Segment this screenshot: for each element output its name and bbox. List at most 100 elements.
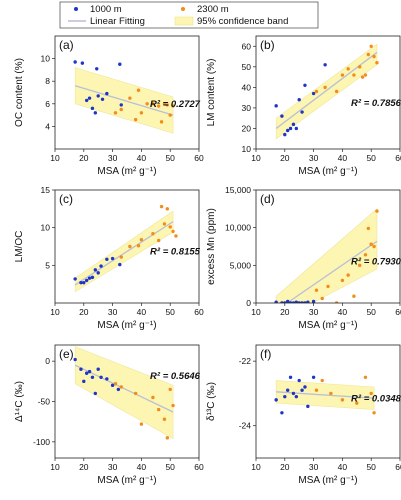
point-2300m [355,401,359,405]
point-1000m [96,94,100,98]
point-2300m [363,375,368,379]
point-1000m [294,300,299,303]
point-1000m [96,367,100,371]
point-1000m [110,383,115,388]
x-tick-label: 60 [395,462,401,472]
point-1000m [93,111,98,115]
point-2300m [168,387,172,392]
r-squared-label: R² = 0.8155 [150,246,201,257]
y-tick-label: -22 [239,356,252,366]
point-2300m [360,75,365,79]
point-1000m [99,264,103,268]
point-2300m [139,111,144,115]
x-tick-label: 40 [338,153,348,163]
point-2300m [165,103,170,107]
legend-marker [181,7,185,11]
panel-a: 10 20 30 40 50 60 4 6 8 10 (a) R² = 0.2727 MSA (m² g… [14,35,204,177]
axes-frame [255,344,401,459]
y-tick-label: 20 [242,123,252,133]
fit-line [285,240,378,303]
x-tick-label: 40 [137,462,147,472]
panel-e: 10 20 30 40 50 60 -100 -50 0 (e) R² = 0.5646 MSA (m… [14,344,204,486]
point-1000m [73,60,77,64]
point-1000m [297,97,301,102]
point-1000m [87,369,92,374]
point-2300m [375,61,379,65]
point-1000m [323,63,327,67]
point-1000m [116,387,121,392]
point-2300m [340,73,345,77]
point-1000m [90,106,95,111]
axes-frame [255,35,401,150]
point-1000m [311,91,316,96]
point-2300m [168,113,172,117]
legend-marker [74,7,78,11]
confidence-band [74,346,174,440]
point-1000m [283,301,287,303]
y-tick-label: 5,000 [230,260,252,270]
plot-area [274,43,379,140]
x-axis-label: MSA (m² g⁻¹) [298,166,357,177]
r-squared-label: R² = 0.7930 [351,257,401,268]
x-axis-label: MSA (m² g⁻¹) [97,475,156,486]
x-tick-label: 60 [194,153,204,163]
point-1000m [306,404,310,409]
point-1000m [291,301,296,303]
y-tick-label: 5 [45,260,50,270]
x-tick-label: 10 [50,307,60,317]
point-2300m [334,301,339,303]
axes-frame [255,189,401,304]
x-axis-label: MSA (m² g⁻¹) [298,475,357,486]
point-2300m [151,102,155,106]
legend-band-swatch [174,16,194,26]
y-tick-label: -24 [239,421,252,431]
panel-letter: (a) [59,38,74,52]
point-2300m [151,395,155,400]
point-2300m [159,120,164,124]
legend-label: 2300 m [197,4,229,15]
point-2300m [151,231,155,236]
y-tick-label: 4 [45,121,50,131]
fit-line [74,221,174,286]
point-2300m [346,67,350,71]
confidence-band [275,43,378,140]
point-2300m [136,88,141,92]
x-tick-label: 50 [366,307,376,317]
x-tick-label: 10 [50,462,60,472]
point-1000m [300,388,304,392]
x-tick-label: 50 [366,462,376,472]
y-tick-label: 10 [41,223,51,233]
x-tick-label: 60 [194,462,204,472]
point-2300m [119,107,123,112]
x-tick-label: 60 [395,153,401,163]
legend: 1000 m 2300 m Linear Fitting 95% confidence… [59,1,319,29]
y-tick-label: 60 [242,41,252,51]
point-1000m [87,276,92,280]
point-2300m [366,226,371,231]
panel-letter: (c) [59,192,73,206]
x-tick-label: 40 [137,153,147,163]
legend-label: Linear Fitting [90,16,145,27]
y-axis-label: LM content (%) [206,59,217,127]
point-1000m [119,103,123,107]
point-1000m [285,128,290,133]
point-2300m [323,85,327,90]
r-squared-label: R² = 0.5646 [150,371,201,382]
point-1000m [96,271,100,275]
point-1000m [283,394,287,399]
x-tick-label: 30 [309,307,319,317]
point-2300m [352,73,356,77]
point-2300m [369,242,373,246]
point-1000m [294,394,299,399]
point-1000m [303,301,307,303]
plot-area [73,346,175,440]
point-2300m [119,385,123,389]
point-1000m [280,411,284,415]
point-1000m [99,375,103,379]
point-1000m [280,301,284,303]
point-2300m [165,436,170,440]
x-tick-label: 20 [79,153,89,163]
point-2300m [340,278,345,283]
point-1000m [285,299,290,303]
